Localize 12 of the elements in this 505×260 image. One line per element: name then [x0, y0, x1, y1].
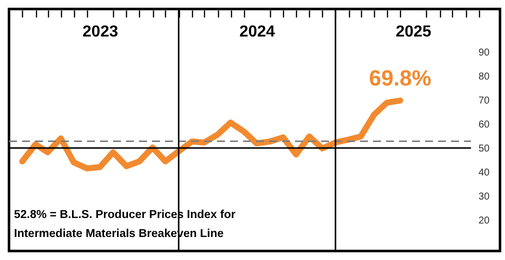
y-tick-label: 40 — [478, 167, 490, 178]
y-tick-label: 50 — [478, 143, 490, 154]
y-tick-label: 30 — [478, 191, 490, 202]
y-tick-label: 80 — [478, 72, 490, 83]
y-tick-label: 70 — [478, 96, 490, 107]
y-tick-label: 60 — [478, 120, 490, 131]
y-tick-label: 20 — [478, 215, 490, 226]
x-tick-label: 2024 — [239, 24, 276, 40]
data-label: 69.8% — [368, 66, 432, 91]
x-tick-label: 2025 — [396, 24, 432, 40]
x-tick-label: 2023 — [82, 24, 118, 40]
y-tick-label: 90 — [478, 48, 490, 59]
